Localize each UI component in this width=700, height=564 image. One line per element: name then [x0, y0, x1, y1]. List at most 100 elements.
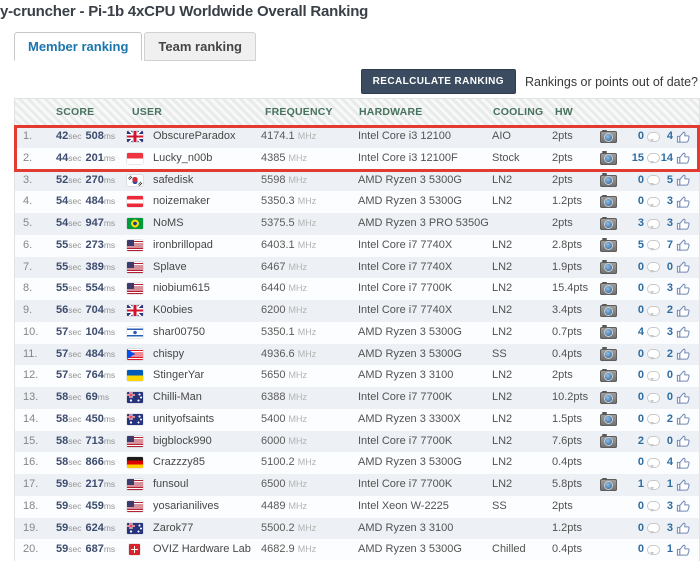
thumbs-up-icon[interactable] — [676, 456, 691, 470]
camera-icon[interactable] — [600, 216, 617, 230]
username-link[interactable]: yosarianilives — [153, 499, 220, 512]
table-row[interactable]: 8. 55sec 554ms niobium615 6440 MHz Intel … — [15, 278, 699, 300]
speech-bubble-icon[interactable] — [647, 457, 660, 469]
speech-bubble-icon[interactable] — [647, 523, 660, 534]
table-row[interactable]: 2. 44sec 201ms Lucky_n00b 4385 MHz Intel … — [15, 147, 699, 170]
username-link[interactable]: shar00750 — [153, 325, 205, 338]
thumbs-up-icon[interactable] — [676, 217, 691, 231]
username-link[interactable]: safedisk — [153, 173, 194, 186]
table-row[interactable]: 10. 57sec 104ms shar00750 5350.1 MHz AMD … — [15, 321, 699, 344]
speech-bubble-icon[interactable] — [647, 544, 660, 556]
username-link[interactable]: Crazzzy85 — [153, 456, 205, 469]
username-link[interactable]: K0obies — [153, 304, 193, 316]
username-link[interactable]: funsoul — [153, 478, 189, 490]
camera-icon[interactable] — [600, 303, 617, 317]
speech-bubble-icon[interactable] — [647, 414, 660, 425]
thumbs-up-icon[interactable] — [676, 151, 691, 165]
username-link[interactable]: bigblock990 — [153, 434, 212, 447]
camera-icon[interactable] — [600, 173, 617, 187]
table-row[interactable]: 15. 58sec 713ms bigblock990 6000 MHz Inte… — [15, 430, 699, 453]
speech-bubble-icon[interactable] — [647, 262, 660, 273]
tab-team-ranking[interactable]: Team ranking — [144, 32, 256, 61]
table-row[interactable]: 14. 58sec 450ms unityofsaints 5400 MHz AM… — [15, 408, 699, 431]
camera-icon[interactable] — [600, 477, 617, 491]
speech-bubble-icon[interactable] — [647, 218, 660, 229]
username-link[interactable]: StingerYar — [153, 369, 205, 382]
username-link[interactable]: ironbrillopad — [153, 238, 213, 251]
speech-bubble-icon[interactable] — [647, 327, 660, 338]
table-row[interactable]: 4. 54sec 484ms noizemaker 5350.3 MHz AMD … — [15, 191, 699, 213]
thumbs-up-icon[interactable] — [676, 195, 691, 209]
username-link[interactable]: NoMS — [153, 217, 184, 229]
table-row[interactable]: 9. 56sec 704ms K0obies 6200 MHz Intel Cor… — [15, 300, 699, 322]
thumbs-up-icon[interactable] — [676, 325, 691, 339]
camera-icon[interactable] — [600, 151, 617, 165]
camera-icon[interactable] — [600, 129, 617, 143]
camera-icon[interactable] — [600, 281, 617, 296]
thumbs-up-icon[interactable] — [676, 304, 691, 318]
camera-icon[interactable] — [600, 390, 617, 404]
table-row[interactable]: 20. 59sec 687ms OVIZ Hardware Lab 4682.9 … — [15, 539, 699, 561]
thumbs-up-icon[interactable] — [676, 260, 691, 274]
username-link[interactable]: noizemaker — [153, 195, 210, 208]
thumbs-up-icon[interactable] — [676, 412, 691, 426]
comment-count: 0 — [637, 499, 644, 512]
table-row[interactable]: 16. 58sec 866ms Crazzzy85 5100.2 MHz AMD … — [15, 452, 699, 474]
table-row[interactable]: 17. 59sec 217ms funsoul 6500 MHz Intel Co… — [15, 474, 699, 496]
thumbs-up-icon[interactable] — [676, 369, 691, 383]
speech-bubble-icon[interactable] — [647, 392, 660, 403]
username-link[interactable]: ObscureParadox — [153, 130, 236, 142]
table-row[interactable]: 12. 57sec 764ms StingerYar 5650 MHz AMD R… — [15, 365, 699, 387]
table-row[interactable]: 13. 58sec 69ms Chilli-Man 6388 MHz Intel … — [15, 387, 699, 409]
table-row[interactable]: 11. 57sec 484ms chispy 4936.6 MHz AMD Ryz… — [15, 343, 699, 366]
thumbs-up-icon[interactable] — [676, 543, 691, 557]
speech-bubble-icon[interactable] — [647, 240, 660, 251]
username-link[interactable]: Splave — [153, 260, 187, 273]
recalculate-ranking-button[interactable]: RECALCULATE RANKING — [360, 69, 516, 94]
thumbs-up-icon[interactable] — [676, 238, 691, 252]
table-row[interactable]: 7. 55sec 389ms Splave 6467 MHz Intel Core… — [15, 256, 699, 279]
speech-bubble-icon[interactable] — [647, 283, 660, 295]
speech-bubble-icon[interactable] — [647, 436, 660, 447]
speech-bubble-icon[interactable] — [647, 196, 660, 208]
speech-bubble-icon[interactable] — [647, 305, 660, 316]
thumbs-up-icon[interactable] — [676, 391, 691, 405]
camera-icon[interactable] — [600, 194, 617, 209]
speech-bubble-icon[interactable] — [647, 370, 660, 382]
speech-bubble-icon[interactable] — [647, 501, 660, 512]
thumbs-up-icon[interactable] — [676, 130, 691, 144]
camera-icon[interactable] — [600, 434, 617, 448]
table-row[interactable]: 5. 54sec 947ms NoMS 5375.5 MHz AMD Ryzen … — [15, 213, 699, 235]
username-link[interactable]: Zarok77 — [153, 521, 194, 534]
camera-icon[interactable] — [600, 260, 617, 274]
username-link[interactable]: Lucky_n00b — [153, 151, 213, 164]
username-link[interactable]: unityofsaints — [153, 412, 215, 425]
camera-icon[interactable] — [600, 347, 617, 361]
thumbs-up-icon[interactable] — [676, 282, 691, 296]
table-row[interactable]: 1. 42sec 508ms ObscureParadox 4174.1 MHz … — [15, 126, 699, 148]
table-row[interactable]: 18. 59sec 459ms yosarianilives 4489 MHz I… — [15, 495, 699, 518]
username-link[interactable]: chispy — [153, 347, 185, 360]
thumbs-up-icon[interactable] — [676, 173, 691, 187]
table-row[interactable]: 3. 52sec 270ms safedisk 5598 MHz AMD Ryze… — [15, 169, 699, 192]
camera-icon[interactable] — [600, 412, 617, 426]
thumbs-up-icon[interactable] — [676, 499, 691, 513]
username-link[interactable]: niobium615 — [153, 282, 210, 295]
out-of-date-hint-link[interactable]: Rankings or points out of date? — [524, 74, 698, 89]
speech-bubble-icon[interactable] — [647, 479, 660, 490]
thumbs-up-icon[interactable] — [676, 521, 691, 535]
camera-icon[interactable] — [600, 368, 617, 383]
camera-icon[interactable] — [600, 238, 617, 252]
thumbs-up-icon[interactable] — [676, 478, 691, 492]
speech-bubble-icon[interactable] — [647, 131, 660, 142]
tab-member-ranking[interactable]: Member ranking — [14, 32, 143, 61]
username-link[interactable]: Chilli-Man — [153, 391, 202, 403]
table-row[interactable]: 6. 55sec 273ms ironbrillopad 6403.1 MHz I… — [15, 234, 699, 257]
speech-bubble-icon[interactable] — [647, 175, 660, 186]
speech-bubble-icon[interactable] — [647, 349, 660, 360]
thumbs-up-icon[interactable] — [676, 347, 691, 361]
thumbs-up-icon[interactable] — [676, 434, 691, 448]
camera-icon[interactable] — [600, 325, 617, 339]
table-row[interactable]: 19. 59sec 624ms Zarok77 5500.2 MHz AMD Ry… — [15, 517, 699, 540]
username-link[interactable]: OVIZ Hardware Lab — [153, 543, 251, 556]
